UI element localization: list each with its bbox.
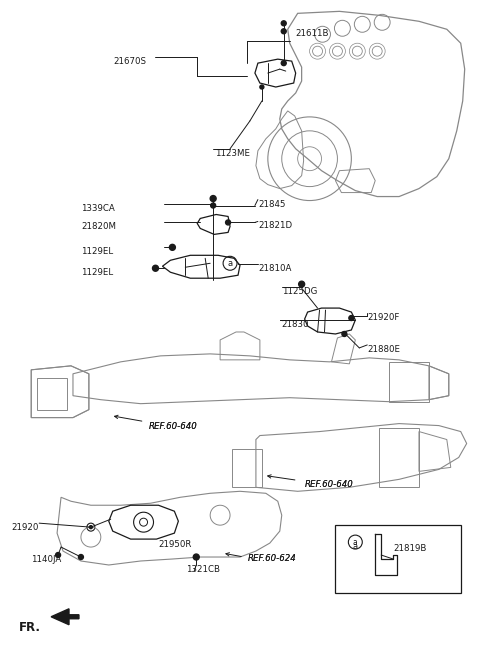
- Polygon shape: [51, 609, 79, 625]
- Circle shape: [153, 266, 158, 271]
- Text: REF.60-624: REF.60-624: [248, 554, 297, 563]
- Text: 1339CA: 1339CA: [81, 203, 115, 213]
- Text: 21830: 21830: [282, 320, 309, 329]
- Text: 21819B: 21819B: [393, 544, 427, 553]
- Circle shape: [210, 196, 216, 201]
- Circle shape: [226, 220, 230, 225]
- Text: 21611B: 21611B: [296, 29, 329, 39]
- Text: FR.: FR.: [19, 621, 41, 634]
- Text: 21920: 21920: [12, 523, 39, 532]
- Circle shape: [281, 21, 286, 26]
- Text: a: a: [353, 542, 358, 551]
- Text: REF.60-640: REF.60-640: [305, 480, 353, 489]
- Circle shape: [281, 61, 286, 65]
- Text: REF.60-640: REF.60-640: [148, 422, 197, 430]
- Text: 1123ME: 1123ME: [215, 148, 250, 158]
- Text: 21810A: 21810A: [258, 264, 291, 273]
- Text: a: a: [228, 259, 233, 267]
- Text: REF.60-640: REF.60-640: [305, 480, 353, 489]
- Circle shape: [342, 332, 347, 336]
- Text: REF.60-640: REF.60-640: [148, 422, 197, 430]
- Circle shape: [169, 245, 175, 250]
- Circle shape: [193, 554, 199, 560]
- Text: 21670S: 21670S: [114, 57, 147, 66]
- Text: 21950R: 21950R: [158, 540, 192, 549]
- Text: 1125DG: 1125DG: [282, 287, 317, 296]
- Text: 1129EL: 1129EL: [81, 268, 113, 277]
- Circle shape: [78, 555, 84, 560]
- Text: REF.60-624: REF.60-624: [248, 554, 297, 563]
- Circle shape: [56, 553, 60, 557]
- Text: 21920F: 21920F: [367, 313, 400, 322]
- Bar: [336, 525, 461, 593]
- Text: 1321CB: 1321CB: [186, 565, 220, 574]
- Circle shape: [349, 315, 354, 320]
- Circle shape: [211, 203, 216, 208]
- Text: 1129EL: 1129EL: [81, 247, 113, 256]
- Text: 21880E: 21880E: [367, 345, 400, 354]
- Text: 1140JA: 1140JA: [31, 555, 61, 564]
- Text: 21821D: 21821D: [258, 222, 292, 230]
- Text: 21845: 21845: [258, 199, 286, 209]
- Text: a: a: [353, 538, 358, 547]
- Circle shape: [299, 281, 305, 287]
- Circle shape: [281, 29, 286, 34]
- Text: 21820M: 21820M: [81, 222, 116, 232]
- Circle shape: [260, 85, 264, 89]
- Circle shape: [89, 526, 92, 528]
